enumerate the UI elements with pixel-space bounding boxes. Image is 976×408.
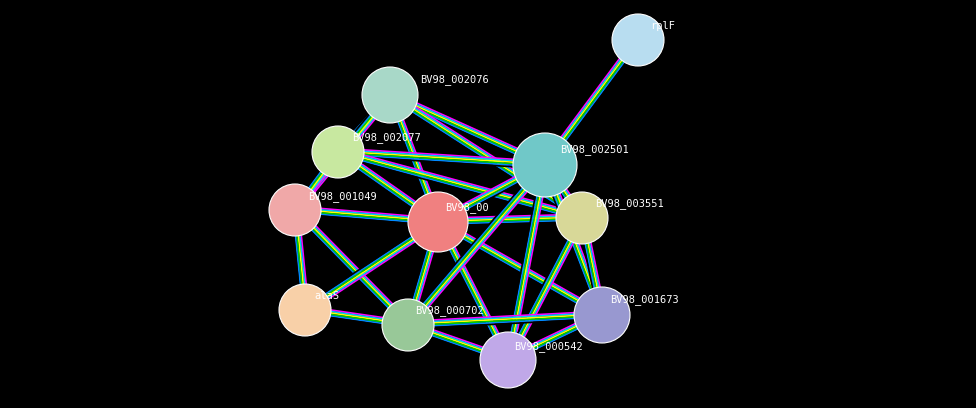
- Text: BV98_002077: BV98_002077: [352, 133, 421, 144]
- Text: BV98_000542: BV98_000542: [514, 341, 583, 353]
- Text: BV98_00: BV98_00: [445, 202, 489, 213]
- Ellipse shape: [279, 284, 331, 336]
- Text: alaS: alaS: [314, 291, 339, 301]
- Text: BV98_001673: BV98_001673: [610, 295, 678, 306]
- Ellipse shape: [556, 192, 608, 244]
- Text: BV98_002076: BV98_002076: [420, 75, 489, 85]
- Ellipse shape: [612, 14, 664, 66]
- Text: BV98_002501: BV98_002501: [560, 144, 629, 155]
- Ellipse shape: [362, 67, 418, 123]
- Ellipse shape: [513, 133, 577, 197]
- Text: BV98_001049: BV98_001049: [308, 191, 377, 202]
- Ellipse shape: [480, 332, 536, 388]
- Ellipse shape: [574, 287, 630, 343]
- Ellipse shape: [382, 299, 434, 351]
- Ellipse shape: [269, 184, 321, 236]
- Ellipse shape: [312, 126, 364, 178]
- Text: BV98_003551: BV98_003551: [595, 199, 664, 209]
- Text: BV98_000702: BV98_000702: [415, 306, 484, 317]
- Text: rplF: rplF: [650, 21, 675, 31]
- Ellipse shape: [408, 192, 468, 252]
